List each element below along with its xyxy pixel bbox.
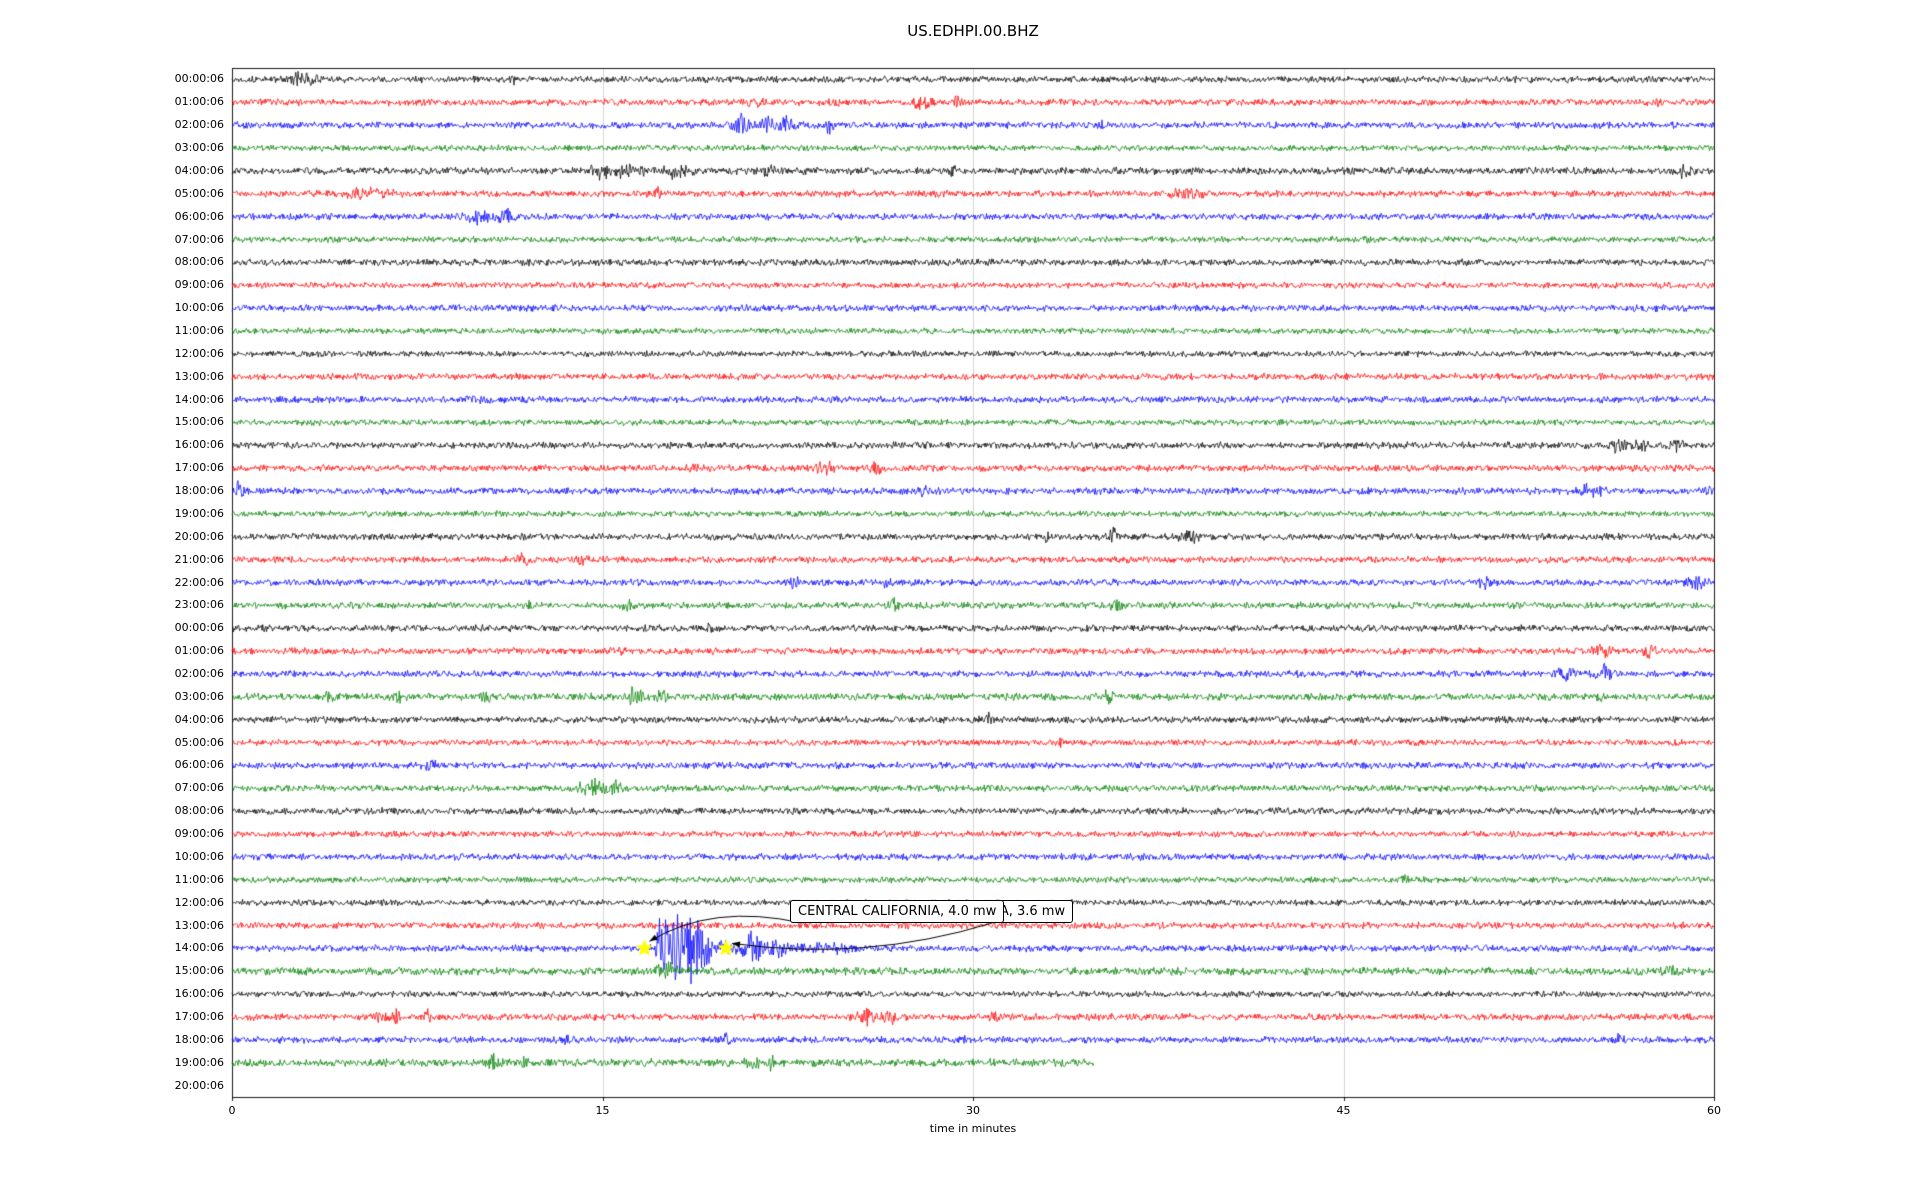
hour-label: 08:00:06 [174, 255, 224, 269]
hour-label: 01:00:06 [174, 644, 224, 658]
hour-label: 13:00:06 [174, 369, 224, 383]
hour-label: 17:00:06 [174, 1009, 224, 1023]
hour-label: 22:00:06 [174, 575, 224, 589]
hour-label: 01:00:06 [174, 95, 224, 109]
hour-label: 02:00:06 [174, 118, 224, 132]
hour-label: 07:00:06 [174, 781, 224, 795]
hour-label: 18:00:06 [174, 484, 224, 498]
hour-label: 19:00:06 [174, 506, 224, 520]
chart-title: US.EDHPI.00.BHZ [907, 22, 1039, 40]
hour-label: 17:00:06 [174, 461, 224, 475]
hour-label: 09:00:06 [174, 278, 224, 292]
hour-label: 13:00:06 [174, 918, 224, 932]
hour-label: 00:00:06 [174, 621, 224, 635]
x-tick-label: 0 [228, 1104, 236, 1117]
event-annotation-primary: CENTRAL CALIFORNIA, 4.0 mw [790, 900, 1005, 923]
hour-label: 19:00:06 [174, 1055, 224, 1069]
hour-label: 11:00:06 [174, 323, 224, 337]
hour-label: 15:00:06 [174, 415, 224, 429]
hour-label: 05:00:06 [174, 735, 224, 749]
hour-label: 10:00:06 [174, 849, 224, 863]
x-tick-label: 30 [966, 1104, 980, 1117]
hour-label: 14:00:06 [174, 941, 224, 955]
hour-label: 03:00:06 [174, 689, 224, 703]
event-annotation-secondary: IA, 3.6 mw [988, 900, 1074, 923]
hour-label: 16:00:06 [174, 438, 224, 452]
x-tick-label: 15 [595, 1104, 610, 1117]
hour-label: 07:00:06 [174, 232, 224, 246]
hour-label: 15:00:06 [174, 964, 224, 978]
hour-label: 04:00:06 [174, 712, 224, 726]
x-tick-label: 60 [1707, 1104, 1721, 1117]
hour-label: 20:00:06 [174, 1078, 224, 1092]
hour-label: 21:00:06 [174, 552, 224, 566]
hour-label: 08:00:06 [174, 804, 224, 818]
hour-label: 23:00:06 [174, 598, 224, 612]
hour-label: 10:00:06 [174, 301, 224, 315]
hour-label: 14:00:06 [174, 392, 224, 406]
hour-label: 06:00:06 [174, 209, 224, 223]
hour-label: 03:00:06 [174, 141, 224, 155]
hour-label: 00:00:06 [174, 72, 224, 86]
hour-label: 12:00:06 [174, 895, 224, 909]
hour-label: 18:00:06 [174, 1032, 224, 1046]
x-axis-label: time in minutes [929, 1122, 1017, 1135]
x-tick-label: 45 [1336, 1104, 1351, 1117]
hour-label: 12:00:06 [174, 346, 224, 360]
hour-label: 16:00:06 [174, 987, 224, 1001]
hour-label: 02:00:06 [174, 666, 224, 680]
hour-label: 06:00:06 [174, 758, 224, 772]
hour-label: 04:00:06 [174, 163, 224, 177]
hour-label: 05:00:06 [174, 186, 224, 200]
hour-label: 20:00:06 [174, 529, 224, 543]
hour-label: 11:00:06 [174, 872, 224, 886]
hour-label: 09:00:06 [174, 827, 224, 841]
